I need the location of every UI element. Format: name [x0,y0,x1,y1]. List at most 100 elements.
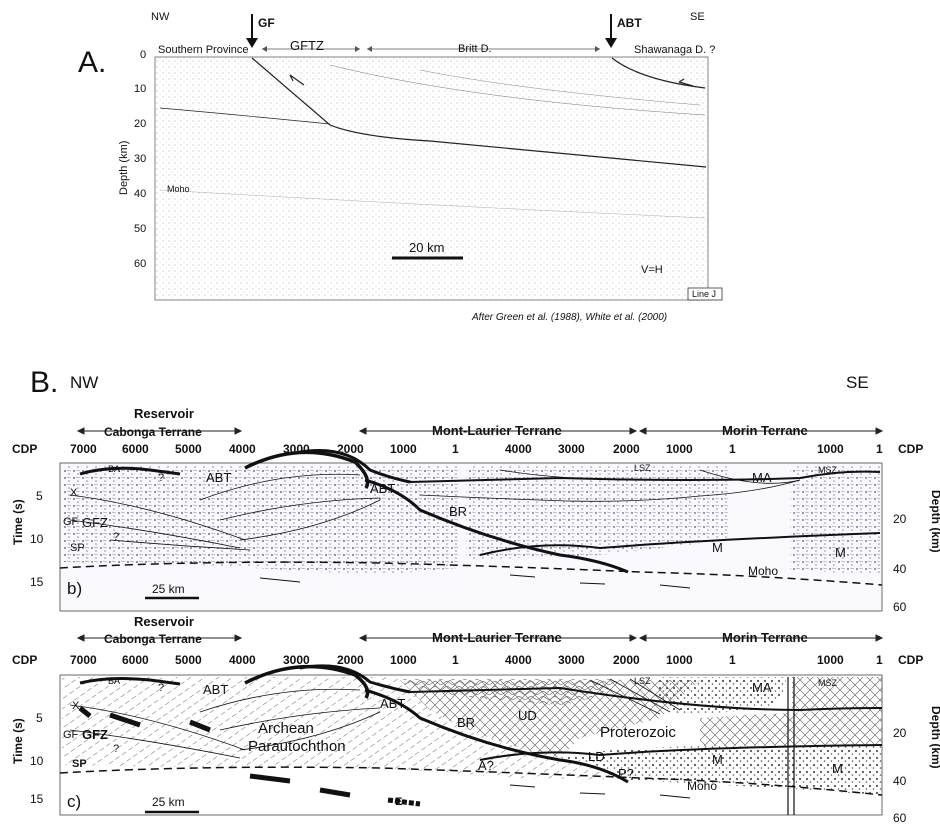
cdp-label: CDP [898,653,923,667]
morin-label: Morin Terrane [722,423,808,438]
panel-a-depth-label: Depth (km) [118,141,130,195]
e-label: E [395,796,402,808]
time-label: Time (s) [11,499,25,545]
ba-label: BA [108,676,120,686]
moho-label: Moho [687,779,717,793]
time-tick: 10 [30,754,44,768]
ratio-label: V=H [641,264,663,276]
cdp-tick: 2000 [613,653,640,667]
cdp-tick: 4000 [229,442,256,456]
cdp-label: CDP [12,442,37,456]
line-box [687,287,723,301]
panel-a-depth-axis: 0 10 20 30 40 50 60 Depth (km) [118,49,146,270]
archean-unit [62,677,628,780]
panel-a-seismic-section [154,56,709,301]
cdp-tick: 3000 [558,442,585,456]
br-label: BR [449,504,467,519]
sp-label: SP [70,542,85,554]
abt-mid-label: ABT [380,696,405,711]
depth-tick: 40 [134,188,146,200]
cdp-tick: 3000 [558,653,585,667]
cdp-tick: 1000 [817,442,844,456]
cdp-tick: 5000 [175,653,202,667]
southern-province-label: Southern Province [158,44,249,56]
cdp-tick: 2000 [337,653,364,667]
panel-c-scale-label: 25 km [152,795,185,809]
cdp-tick: 5000 [175,442,202,456]
cdp-tick: 4000 [505,653,532,667]
cdp-tick: 7000 [70,653,97,667]
cdp-tick: 1 [452,442,459,456]
archean-label: Archean [258,720,314,737]
cdp-tick: 1 [876,653,883,667]
m-label: M [835,545,846,560]
panel-b-seismic-right [790,465,880,575]
panel-c-cdp-axis: CDP CDP 7000 6000 5000 4000 3000 2000 10… [12,653,923,667]
panel-b-scale-label: 25 km [152,582,185,596]
panel-c-depth-axis: 20 40 60 Depth (km) [893,706,940,825]
line-box-label: Line J [692,289,716,299]
gftz-label: GFTZ [290,38,324,53]
p-label: P? [618,766,634,781]
abt-mid-label: ABT [370,481,395,496]
ud-label: UD [518,708,537,723]
msz-label: MSZ [818,678,838,688]
time-tick: 5 [36,711,43,725]
panel-c-sub-label: c) [67,792,81,811]
panel-c-interpretation [59,664,883,815]
mont-laurier-label: Mont-Laurier Terrane [432,630,562,645]
cdp-label: CDP [898,442,923,456]
m-label: M [832,761,843,776]
cdp-tick: 1 [729,653,736,667]
ud-unit [400,679,620,705]
cdp-tick: 1000 [817,653,844,667]
panel-b-nw: NW [70,373,98,392]
abt-label: ABT [617,16,642,30]
panel-a-interpretation [159,57,707,219]
reservoir-label: Reservoir [134,406,194,421]
abt-left-label: ABT [206,470,231,485]
depth-tick: 20 [893,726,907,740]
msz-unit [792,677,882,712]
panel-b-cdp-axis: CDP CDP 7000 6000 5000 4000 3000 2000 10… [12,442,923,456]
panel-b-seismic-mid [466,465,730,560]
proterozoic-label: Proterozoic [600,724,676,741]
cdp-tick: 4000 [505,442,532,456]
depth-tick: 60 [893,600,907,614]
lsz-label: LSZ [634,676,651,686]
panel-a: A. NW SE GF ABT Southern Province GFTZ B… [78,11,723,323]
cdp-tick: 2000 [613,442,640,456]
panel-a-scale-label: 20 km [409,240,444,255]
time-tick: 10 [30,532,44,546]
depth-tick: 20 [134,118,146,130]
panel-a-se: SE [690,11,705,23]
m-label: M [712,752,723,767]
depth-tick: 40 [893,562,907,576]
a-label: A? [478,758,494,773]
ma-label: MA [752,470,772,485]
sp-label: SP [72,758,87,770]
moho-label: Moho [748,564,778,578]
panel-c-labels: BA ? ABT ABT X GF GFZ ? SP Archean Parau… [63,676,843,808]
cdp-tick: 1000 [666,653,693,667]
depth-tick: 0 [140,49,146,61]
x-label: X [70,487,78,499]
gfz-label: GFZ [82,515,108,530]
panel-a-letter: A. [78,46,106,79]
gf-label: GF [258,16,275,30]
shawanaga-domain-label: Shawanaga D. ? [634,44,715,56]
cabonga-label: Cabonga Terrane [104,632,202,646]
panel-a-moho-label: Moho [167,184,190,194]
time-label: Time (s) [11,718,25,764]
depth-tick: 30 [134,153,146,165]
cdp-tick: 1 [729,442,736,456]
cdp-tick: 3000 [283,653,310,667]
credit-label: After Green et al. (1988), White et al. … [471,312,667,323]
cdp-tick: 6000 [122,442,149,456]
cdp-tick: 1 [452,653,459,667]
abt-left-label: ABT [203,682,228,697]
panel-a-nw: NW [151,11,170,23]
parautochthon-label: Parautochthon [248,738,346,755]
cdp-label: CDP [12,653,37,667]
